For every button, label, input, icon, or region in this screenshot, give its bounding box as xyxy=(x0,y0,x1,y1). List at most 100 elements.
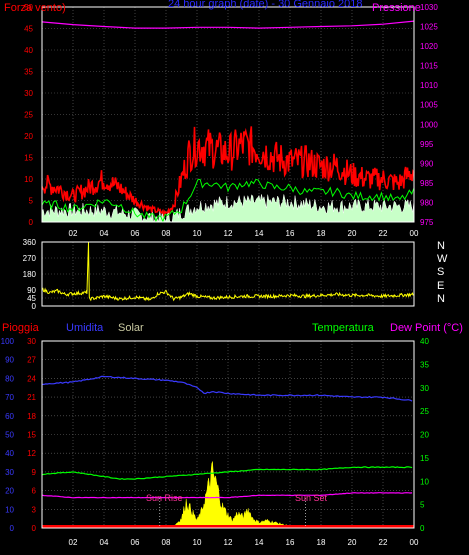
pressure-tick-label: 975 xyxy=(420,218,434,227)
humidity-tick-label: 20 xyxy=(5,487,14,496)
pressure-tick-label: 1010 xyxy=(420,81,438,90)
pressure-tick-label: 985 xyxy=(420,179,434,188)
x-tick-label: 12 xyxy=(224,229,233,238)
x-tick-label: 00 xyxy=(410,229,419,238)
wind-gust-line xyxy=(41,126,415,218)
bottom-frame xyxy=(41,340,415,529)
wind-tick-label: 30 xyxy=(24,89,33,98)
humidity-tick-label: 30 xyxy=(5,468,14,477)
pressure-tick-label: 990 xyxy=(420,159,434,168)
x-tick-label: 16 xyxy=(286,538,295,547)
rain-tick-label: 12 xyxy=(27,449,36,458)
dewpoint-line xyxy=(41,492,413,499)
solar-axis-label: Solar xyxy=(118,322,144,334)
pressure-tick-label: 980 xyxy=(420,198,434,207)
temperature-tick-label: 25 xyxy=(420,407,429,416)
wind-tick-label: 45 xyxy=(24,25,33,34)
wind-tick-label: 20 xyxy=(24,132,33,141)
x-tick-label: 10 xyxy=(193,229,202,238)
sunrise-label: Sun Rise xyxy=(146,493,183,503)
temperature-tick-label: 35 xyxy=(420,360,429,369)
compass-n-bottom: N xyxy=(437,293,445,305)
x-tick-label: 20 xyxy=(348,538,357,547)
humidity-tick-label: 10 xyxy=(5,505,14,514)
solar-area xyxy=(158,461,306,529)
humidity-tick-label: 70 xyxy=(5,393,14,402)
humidity-tick-label: 80 xyxy=(5,374,14,383)
pressure-tick-label: 1005 xyxy=(420,101,438,110)
compass-e: E xyxy=(437,280,445,292)
x-tick-label: 08 xyxy=(162,229,171,238)
temperature-tick-label: 30 xyxy=(420,384,429,393)
chart-title: 24 hour graph (date) - 30 Gennaio 2018 xyxy=(168,0,363,10)
wind-tick-label: 40 xyxy=(24,46,33,55)
wind-direction-line xyxy=(41,242,414,302)
compass-w: W xyxy=(437,253,448,265)
pressure-axis-label: Pressione xyxy=(372,2,421,14)
x-tick-label: 02 xyxy=(69,538,78,547)
x-tick-label: 18 xyxy=(317,538,326,547)
rain-tick-label: 9 xyxy=(32,468,37,477)
rain-bar xyxy=(42,525,414,528)
x-tick-label: 02 xyxy=(69,229,78,238)
wind-axis-label: Forza vento) xyxy=(4,2,66,14)
rain-tick-label: 0 xyxy=(32,524,37,533)
rain-tick-label: 18 xyxy=(27,412,36,421)
temperature-axis-label: Temperatura xyxy=(312,322,374,334)
pressure-tick-label: 1000 xyxy=(420,120,438,129)
pressure-line xyxy=(41,20,415,29)
x-tick-label: 20 xyxy=(348,229,357,238)
wind-tick-label: 25 xyxy=(24,111,33,120)
rain-tick-label: 6 xyxy=(32,487,37,496)
x-tick-label: 00 xyxy=(410,538,419,547)
top-frame xyxy=(41,6,415,223)
pressure-tick-label: 1020 xyxy=(420,42,438,51)
compass-s: S xyxy=(437,266,445,278)
pressure-tick-label: 1025 xyxy=(420,23,438,32)
direction-tick-label: 90 xyxy=(27,286,36,295)
temperature-tick-label: 10 xyxy=(420,477,429,486)
x-tick-label: 22 xyxy=(379,538,388,547)
x-tick-label: 04 xyxy=(100,538,109,547)
direction-tick-label: 0 xyxy=(32,302,37,311)
rain-tick-label: 21 xyxy=(27,393,36,402)
humidity-tick-label: 100 xyxy=(1,337,15,346)
pressure-tick-label: 995 xyxy=(420,140,434,149)
x-tick-label: 16 xyxy=(286,229,295,238)
wind-tick-label: 10 xyxy=(24,175,33,184)
wind-tick-label: 15 xyxy=(24,154,33,163)
pressure-tick-label: 1030 xyxy=(420,3,438,12)
rain-tick-label: 24 xyxy=(27,374,36,383)
wind-average-line xyxy=(41,178,415,223)
temperature-tick-label: 20 xyxy=(420,431,429,440)
humidity-tick-label: 0 xyxy=(10,524,15,533)
wind-min-area xyxy=(41,194,415,223)
x-tick-label: 22 xyxy=(379,229,388,238)
rain-tick-label: 30 xyxy=(27,337,36,346)
x-tick-label: 10 xyxy=(193,538,202,547)
temperature-tick-label: 5 xyxy=(420,501,425,510)
wind-tick-label: 0 xyxy=(29,218,34,227)
humidity-tick-label: 90 xyxy=(5,356,14,365)
humidity-line xyxy=(41,375,413,402)
x-tick-label: 04 xyxy=(100,229,109,238)
pressure-tick-label: 1015 xyxy=(420,62,438,71)
x-tick-label: 06 xyxy=(131,229,140,238)
humidity-tick-label: 60 xyxy=(5,412,14,421)
temperature-tick-label: 15 xyxy=(420,454,429,463)
direction-tick-label: 360 xyxy=(23,238,37,247)
sunset-label: Sun Set xyxy=(295,493,328,503)
humidity-tick-label: 40 xyxy=(5,449,14,458)
direction-tick-label: 180 xyxy=(23,270,37,279)
temperature-tick-label: 0 xyxy=(420,524,425,533)
humidity-tick-label: 50 xyxy=(5,431,14,440)
wind-tick-label: 5 xyxy=(29,197,34,206)
temperature-tick-label: 40 xyxy=(420,337,429,346)
direction-tick-label: 270 xyxy=(23,254,37,263)
x-tick-label: 08 xyxy=(162,538,171,547)
compass-n-top: N xyxy=(437,240,445,252)
direction-tick-label: 45 xyxy=(27,294,36,303)
x-tick-label: 06 xyxy=(131,538,140,547)
temperature-line xyxy=(41,466,413,480)
